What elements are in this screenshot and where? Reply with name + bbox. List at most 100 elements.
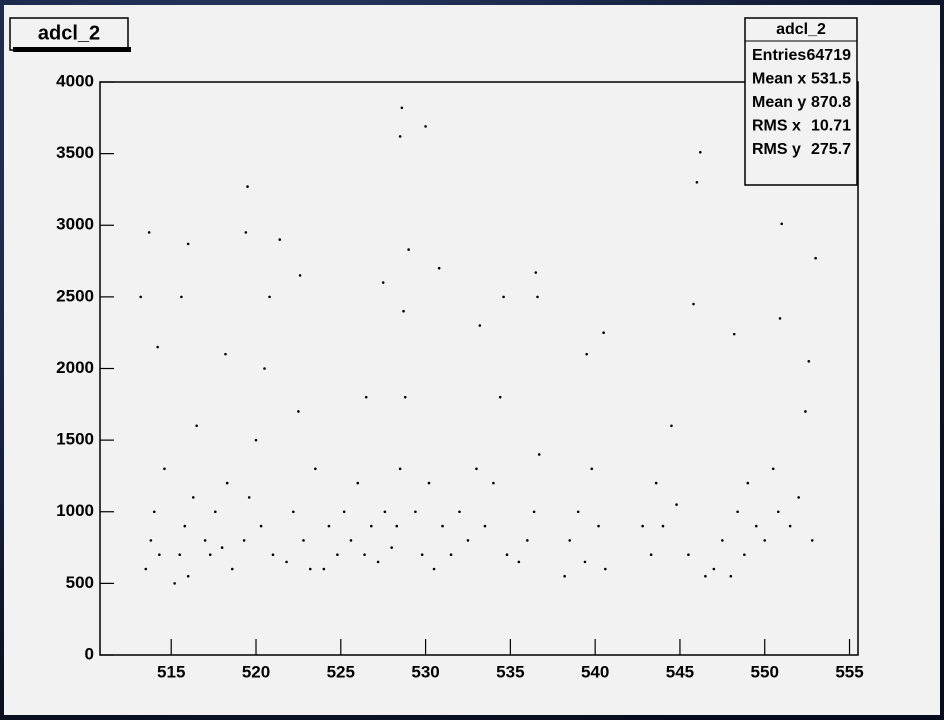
- point: [526, 539, 529, 542]
- point: [517, 560, 521, 564]
- point: [597, 524, 600, 528]
- point: [349, 539, 353, 542]
- x-tick-label: 535: [496, 662, 524, 681]
- point: [400, 106, 404, 110]
- point: [810, 539, 814, 542]
- point: [220, 546, 224, 549]
- point: [537, 453, 541, 456]
- point: [788, 524, 792, 528]
- point: [721, 539, 724, 542]
- y-tick-label: 4000: [56, 71, 94, 90]
- point: [475, 467, 478, 471]
- point: [807, 360, 811, 363]
- point: [230, 567, 234, 571]
- point: [695, 180, 699, 184]
- point: [278, 238, 282, 241]
- point: [244, 231, 248, 234]
- title-box: [9, 17, 129, 51]
- point: [308, 567, 312, 571]
- point: [147, 231, 151, 234]
- point: [395, 524, 399, 528]
- stats-label: RMS y: [752, 141, 801, 158]
- stats-value: 10.71: [811, 118, 851, 135]
- point: [478, 324, 482, 327]
- point: [746, 481, 750, 485]
- point: [687, 553, 690, 557]
- point: [743, 553, 746, 557]
- point: [292, 510, 295, 514]
- point: [403, 395, 407, 399]
- point: [414, 510, 417, 514]
- point: [398, 467, 402, 471]
- point: [208, 553, 212, 557]
- stats-label: Mean x: [752, 71, 806, 88]
- point: [814, 256, 817, 260]
- stats-box: [744, 17, 858, 186]
- point: [402, 309, 405, 313]
- point: [152, 510, 156, 514]
- point: [183, 524, 187, 528]
- point: [381, 281, 385, 284]
- point: [297, 410, 300, 413]
- point: [246, 185, 249, 188]
- y-tick-label: 2500: [56, 286, 94, 305]
- point: [195, 424, 198, 428]
- x-tick-label: 545: [666, 662, 694, 681]
- point: [583, 560, 587, 564]
- point: [654, 481, 658, 485]
- point: [661, 524, 665, 528]
- point: [376, 560, 380, 564]
- point: [754, 524, 758, 528]
- point: [158, 553, 161, 557]
- stats-label: RMS x: [752, 118, 801, 135]
- point: [363, 553, 366, 557]
- point: [563, 574, 566, 578]
- point: [590, 467, 594, 471]
- point: [186, 242, 190, 246]
- point: [263, 367, 266, 370]
- point: [180, 295, 183, 299]
- point: [336, 553, 339, 557]
- point: [778, 317, 782, 320]
- point: [458, 510, 461, 514]
- point: [776, 510, 780, 514]
- x-tick-label: 520: [242, 662, 270, 681]
- y-tick-label: 0: [85, 644, 94, 663]
- point: [641, 524, 644, 528]
- point: [407, 248, 410, 251]
- point: [327, 524, 331, 528]
- point: [692, 302, 695, 306]
- point: [732, 332, 736, 336]
- point: [298, 274, 302, 277]
- point: [420, 553, 424, 557]
- point: [203, 539, 207, 542]
- point: [191, 496, 195, 499]
- point: [186, 574, 190, 578]
- point: [285, 560, 288, 564]
- point: [242, 539, 246, 542]
- point: [356, 481, 360, 485]
- point: [224, 352, 227, 356]
- point: [536, 295, 539, 299]
- point: [342, 510, 346, 514]
- point: [804, 410, 807, 413]
- point: [149, 539, 153, 542]
- point: [675, 503, 678, 506]
- y-tick-label: 3500: [56, 143, 94, 162]
- point: [670, 424, 673, 428]
- stats-value: 275.7: [811, 141, 851, 158]
- point: [398, 135, 402, 138]
- point: [383, 510, 387, 514]
- x-tick-label: 555: [835, 662, 863, 681]
- y-tick-label: 1500: [56, 430, 94, 449]
- x-tick-label: 540: [581, 662, 609, 681]
- y-tick-label: 500: [66, 573, 94, 592]
- point: [704, 574, 707, 578]
- point: [254, 438, 258, 442]
- point: [576, 510, 580, 514]
- point: [139, 295, 142, 299]
- stats-value: 64719: [807, 47, 852, 64]
- x-tick-label: 550: [751, 662, 779, 681]
- point: [163, 467, 166, 471]
